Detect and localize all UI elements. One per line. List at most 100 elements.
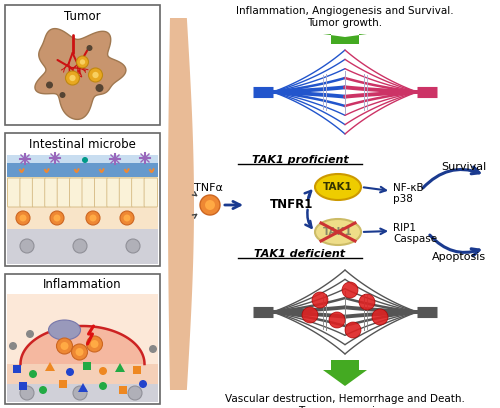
Circle shape — [302, 307, 318, 323]
Circle shape — [20, 239, 34, 253]
Bar — [5, 274, 160, 404]
Circle shape — [80, 59, 85, 65]
Circle shape — [60, 342, 68, 350]
Polygon shape — [115, 363, 125, 372]
Circle shape — [82, 157, 88, 163]
Circle shape — [88, 68, 102, 82]
Bar — [7, 384, 158, 402]
Text: Tumor: Tumor — [64, 9, 101, 22]
Ellipse shape — [48, 320, 80, 340]
Circle shape — [120, 211, 134, 225]
Text: p38: p38 — [393, 194, 413, 204]
FancyBboxPatch shape — [20, 178, 34, 207]
Circle shape — [90, 215, 96, 222]
Circle shape — [29, 370, 37, 378]
Text: NF-κB: NF-κB — [393, 183, 424, 193]
Text: Apoptosis: Apoptosis — [432, 252, 486, 262]
Circle shape — [92, 72, 98, 78]
Circle shape — [72, 344, 88, 360]
Circle shape — [139, 380, 147, 388]
Circle shape — [96, 84, 104, 92]
Bar — [7, 294, 158, 402]
Polygon shape — [78, 383, 88, 392]
Bar — [7, 364, 158, 402]
Text: TAK1 deficient: TAK1 deficient — [254, 249, 346, 259]
Bar — [133, 366, 141, 374]
Text: TNFα: TNFα — [194, 183, 222, 193]
Bar — [7, 155, 158, 163]
Text: Vascular destruction, Hemorrhage and Death.
Tumor regression.: Vascular destruction, Hemorrhage and Dea… — [225, 394, 465, 408]
FancyBboxPatch shape — [57, 178, 70, 207]
Circle shape — [99, 367, 107, 375]
Circle shape — [54, 215, 60, 222]
Polygon shape — [35, 29, 126, 120]
Circle shape — [20, 215, 26, 222]
Circle shape — [149, 345, 157, 353]
Circle shape — [16, 211, 30, 225]
Text: TAK1: TAK1 — [323, 182, 353, 192]
Polygon shape — [45, 362, 55, 371]
Circle shape — [9, 342, 17, 350]
Circle shape — [86, 211, 100, 225]
Bar — [7, 207, 158, 229]
Polygon shape — [323, 360, 367, 386]
Bar — [19, 382, 27, 390]
Circle shape — [90, 340, 98, 348]
FancyBboxPatch shape — [144, 178, 158, 207]
Circle shape — [86, 336, 102, 352]
FancyBboxPatch shape — [82, 178, 96, 207]
FancyBboxPatch shape — [94, 178, 108, 207]
Circle shape — [124, 215, 130, 222]
Text: TAK1: TAK1 — [323, 227, 353, 237]
Circle shape — [76, 56, 88, 68]
FancyBboxPatch shape — [32, 178, 46, 207]
FancyBboxPatch shape — [45, 178, 58, 207]
Bar — [5, 133, 160, 266]
Bar — [59, 380, 67, 388]
Circle shape — [200, 195, 220, 215]
Circle shape — [70, 75, 75, 81]
Circle shape — [39, 386, 47, 394]
FancyBboxPatch shape — [107, 178, 120, 207]
Circle shape — [60, 92, 66, 98]
Polygon shape — [7, 326, 158, 364]
Circle shape — [56, 338, 72, 354]
Circle shape — [73, 386, 87, 400]
Text: Caspase: Caspase — [393, 234, 437, 244]
Text: Inflammation: Inflammation — [43, 279, 122, 291]
FancyBboxPatch shape — [120, 178, 132, 207]
Circle shape — [359, 294, 375, 310]
Bar — [5, 5, 160, 125]
Circle shape — [329, 312, 345, 328]
Circle shape — [20, 386, 34, 400]
Circle shape — [342, 282, 358, 298]
Bar — [7, 229, 158, 264]
FancyBboxPatch shape — [8, 178, 21, 207]
Circle shape — [99, 382, 107, 390]
Circle shape — [26, 330, 34, 338]
Text: TAK1 proficient: TAK1 proficient — [252, 155, 348, 165]
Circle shape — [312, 292, 328, 308]
Circle shape — [73, 239, 87, 253]
Text: RIP1: RIP1 — [393, 223, 416, 233]
Circle shape — [372, 309, 388, 325]
Circle shape — [66, 368, 74, 376]
Circle shape — [46, 82, 53, 89]
Circle shape — [50, 211, 64, 225]
Circle shape — [66, 71, 80, 85]
Circle shape — [76, 348, 84, 356]
Circle shape — [86, 45, 92, 51]
Circle shape — [126, 239, 140, 253]
Ellipse shape — [315, 174, 361, 200]
Polygon shape — [168, 18, 194, 390]
Text: Survival: Survival — [441, 162, 486, 172]
Bar — [119, 386, 127, 394]
Polygon shape — [323, 34, 367, 44]
Text: Intestinal microbe: Intestinal microbe — [29, 137, 136, 151]
Text: TNFR1: TNFR1 — [270, 199, 314, 211]
Bar — [13, 365, 21, 373]
Ellipse shape — [315, 219, 361, 245]
FancyBboxPatch shape — [70, 178, 83, 207]
Bar — [7, 177, 158, 207]
Text: Inflammation, Angiogenesis and Survival.
Tumor growth.: Inflammation, Angiogenesis and Survival.… — [236, 6, 454, 28]
